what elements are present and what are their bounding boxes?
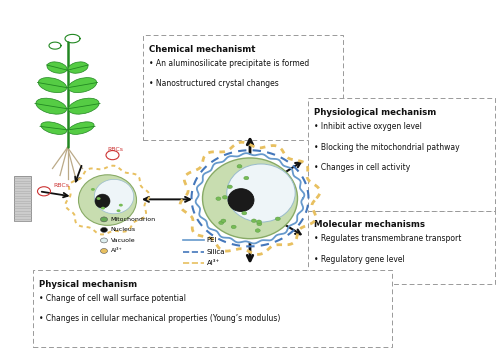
Circle shape <box>256 220 262 224</box>
FancyBboxPatch shape <box>308 211 495 284</box>
Text: Mitochondrion: Mitochondrion <box>110 217 156 222</box>
Text: • Change of cell wall surface potential: • Change of cell wall surface potential <box>39 294 186 303</box>
Circle shape <box>257 222 262 226</box>
Circle shape <box>119 204 123 206</box>
Text: Al³⁺: Al³⁺ <box>206 260 220 266</box>
Text: Molecular mechanisms: Molecular mechanisms <box>314 220 425 230</box>
Text: Al³⁺: Al³⁺ <box>110 249 122 253</box>
Ellipse shape <box>36 98 66 114</box>
Text: Physical mechanism: Physical mechanism <box>39 280 137 289</box>
Text: Chemical mechanismt: Chemical mechanismt <box>149 45 256 54</box>
Circle shape <box>244 176 249 180</box>
Text: • An aluminosilicate precipitate is formed: • An aluminosilicate precipitate is form… <box>149 59 309 68</box>
Text: • Blocking the mitochondrial pathway: • Blocking the mitochondrial pathway <box>314 143 460 152</box>
Ellipse shape <box>68 62 88 73</box>
Ellipse shape <box>202 158 298 239</box>
Circle shape <box>100 227 107 232</box>
Circle shape <box>222 196 228 199</box>
Circle shape <box>100 238 107 243</box>
Circle shape <box>228 185 232 188</box>
Circle shape <box>237 165 242 168</box>
Ellipse shape <box>227 164 295 222</box>
Circle shape <box>91 188 95 191</box>
Circle shape <box>116 209 120 212</box>
Text: • Changes in cell activity: • Changes in cell activity <box>314 163 410 172</box>
Text: Vacuole: Vacuole <box>110 238 135 243</box>
Circle shape <box>100 217 107 222</box>
FancyBboxPatch shape <box>142 35 342 140</box>
Circle shape <box>218 221 224 225</box>
Text: Silica: Silica <box>206 249 225 255</box>
FancyBboxPatch shape <box>32 270 392 347</box>
FancyBboxPatch shape <box>14 176 30 221</box>
Circle shape <box>255 229 260 232</box>
Text: Nucleus: Nucleus <box>110 227 136 232</box>
Circle shape <box>96 197 100 200</box>
Text: RBCs: RBCs <box>53 183 69 188</box>
Text: • Nanostructured crystal changes: • Nanostructured crystal changes <box>149 79 279 88</box>
Circle shape <box>276 217 280 220</box>
FancyBboxPatch shape <box>308 98 495 211</box>
Ellipse shape <box>68 78 96 93</box>
Circle shape <box>252 219 256 223</box>
Text: Physiological mechanism: Physiological mechanism <box>314 108 436 117</box>
Ellipse shape <box>38 78 66 93</box>
Circle shape <box>101 207 105 210</box>
Circle shape <box>231 225 236 229</box>
Ellipse shape <box>78 175 136 225</box>
Ellipse shape <box>68 98 99 114</box>
Circle shape <box>221 219 226 223</box>
Ellipse shape <box>68 122 94 134</box>
Text: • Regulatory gene level: • Regulatory gene level <box>314 255 405 264</box>
Ellipse shape <box>95 194 110 208</box>
Text: PEI: PEI <box>206 237 217 244</box>
Circle shape <box>216 197 221 200</box>
Ellipse shape <box>41 122 66 134</box>
Ellipse shape <box>47 62 67 73</box>
Text: • Changes in cellular mechanical properties (Young’s modulus): • Changes in cellular mechanical propert… <box>39 314 280 324</box>
Ellipse shape <box>228 189 254 211</box>
Text: RBCs: RBCs <box>107 147 123 152</box>
Circle shape <box>242 211 247 215</box>
Text: • Regulates transmembrane transport: • Regulates transmembrane transport <box>314 234 462 244</box>
Text: • Inhibit active oxygen level: • Inhibit active oxygen level <box>314 122 422 131</box>
Circle shape <box>100 249 107 253</box>
Ellipse shape <box>94 179 134 214</box>
